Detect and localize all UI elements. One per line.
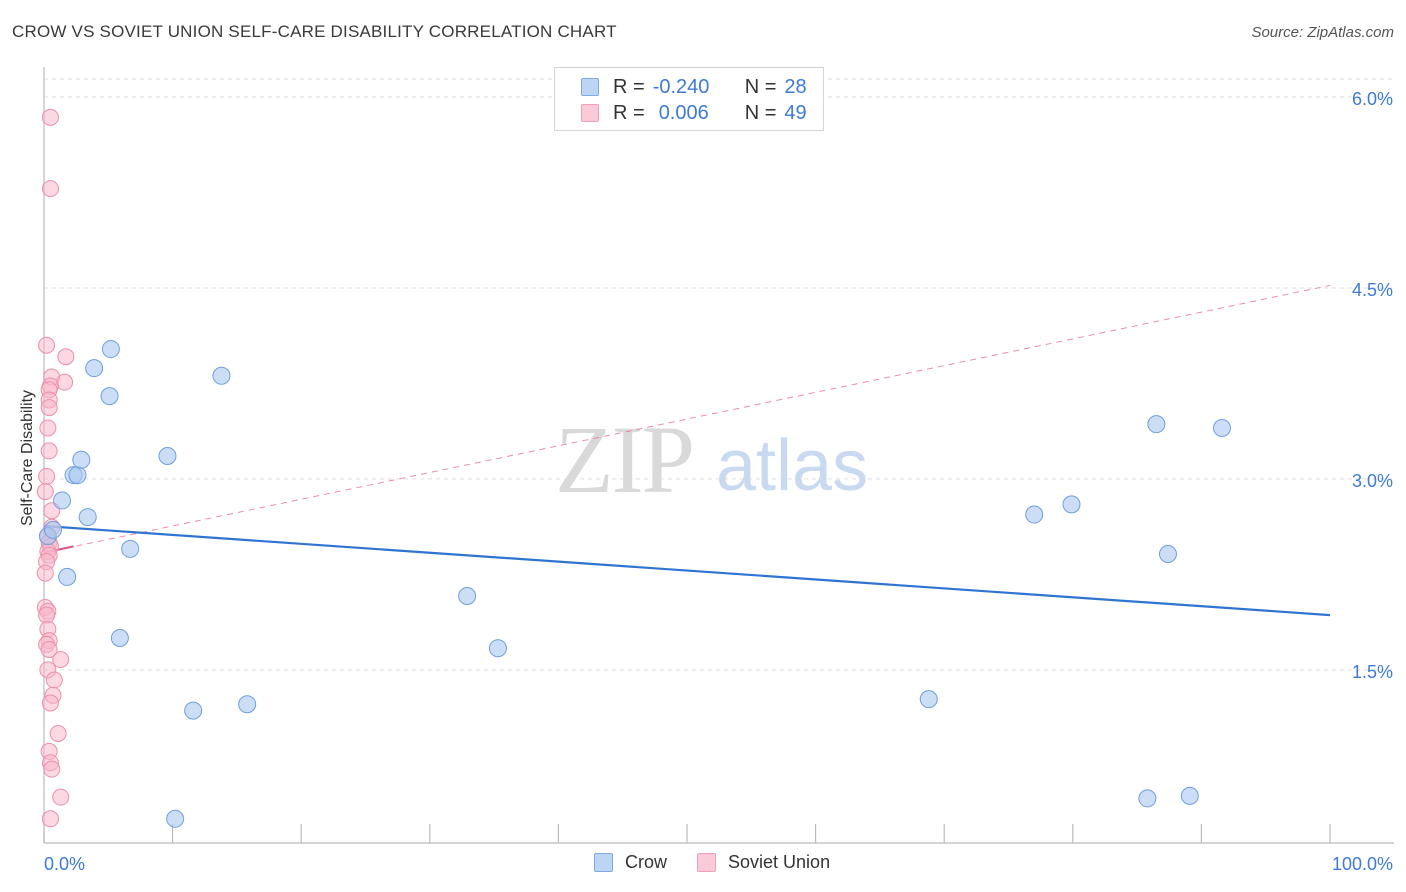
crow-point — [166, 809, 185, 828]
crow-point — [1180, 786, 1199, 805]
y-tick-labels: 1.5% 3.0% 4.5% 6.0% — [1352, 89, 1393, 682]
series-legend: Crow Soviet Union — [594, 852, 860, 873]
crow-point — [68, 466, 87, 485]
legend-row-crow: R = -0.240 N = 28 — [581, 75, 807, 99]
legend-item-soviet: Soviet Union — [697, 852, 830, 873]
soviet-union-point — [39, 419, 57, 437]
soviet-union-point — [38, 606, 56, 624]
crow-swatch — [581, 78, 599, 96]
crow-r-label: R = — [613, 75, 645, 98]
soviet-union-point — [41, 108, 59, 126]
crow-point — [58, 567, 77, 586]
soviet-union-point — [57, 348, 75, 366]
crow-point — [78, 508, 97, 527]
soviet-union-point — [56, 373, 74, 391]
soviet-r-value: 0.006 — [658, 101, 709, 124]
crow-n-label: N = — [744, 75, 777, 98]
crow-point — [458, 587, 477, 606]
soviet-union-point — [40, 442, 58, 460]
legend-soviet-swatch — [697, 853, 717, 872]
grid-lines — [44, 78, 1394, 671]
soviet-union-trend-line — [43, 284, 1331, 554]
crow-point — [1158, 545, 1177, 564]
soviet-swatch — [581, 104, 599, 122]
watermark-atlas: atlas — [716, 426, 868, 506]
legend-crow-swatch — [594, 853, 613, 872]
y-axis-label: Self-Care Disability — [19, 389, 36, 527]
crow-point — [184, 701, 203, 720]
crow-point — [72, 450, 91, 469]
data-points — [36, 108, 1231, 828]
soviet-union-point — [36, 483, 54, 501]
y-tick-label: 4.5% — [1352, 280, 1393, 300]
crow-point — [85, 359, 104, 378]
crow-point — [110, 629, 129, 648]
soviet-union-point — [52, 651, 70, 669]
soviet-r-label: R = — [613, 101, 645, 124]
crow-n-value: 28 — [784, 75, 807, 98]
crow-point — [101, 340, 120, 359]
soviet-union-point — [40, 399, 58, 417]
crow-point — [121, 539, 140, 558]
soviet-union-point — [40, 640, 58, 658]
legend-row-soviet: R = 0.006 N = 49 — [581, 101, 807, 125]
soviet-n-label: N = — [744, 101, 777, 124]
source-label: Source: ZipAtlas.com — [1251, 24, 1394, 41]
soviet-union-point — [41, 694, 59, 712]
soviet-union-point — [45, 671, 63, 689]
soviet-union-point — [38, 467, 56, 485]
crow-point — [44, 520, 63, 539]
y-tick-label: 3.0% — [1352, 471, 1393, 491]
axes — [43, 67, 1394, 844]
crow-point — [488, 639, 507, 658]
crow-point — [1062, 495, 1081, 514]
soviet-union-point — [36, 564, 54, 582]
x-tick-label-max: 100.0% — [1332, 854, 1393, 874]
crow-point — [158, 446, 177, 465]
watermark-zip: ZIP — [555, 406, 693, 513]
crow-point — [919, 690, 938, 709]
crow-point — [1212, 418, 1231, 437]
stats-legend: R = -0.240 N = 28 R = 0.006 N = 49 — [554, 67, 824, 131]
crow-point — [100, 387, 119, 406]
soviet-union-point — [41, 180, 59, 198]
y-tick-label: 6.0% — [1352, 89, 1393, 109]
crow-point — [238, 695, 257, 714]
chart-title: CROW VS SOVIET UNION SELF-CARE DISABILIT… — [12, 22, 617, 41]
soviet-union-point — [52, 788, 70, 806]
crow-trend-line — [43, 524, 1331, 617]
soviet-union-point — [43, 760, 61, 778]
crow-point — [53, 491, 72, 510]
crow-point — [212, 366, 231, 385]
soviet-union-point — [49, 725, 67, 742]
soviet-n-value: 49 — [784, 101, 807, 124]
x-tick-labels: 0.0% 100.0% — [44, 854, 1393, 874]
x-tick-label-min: 0.0% — [44, 854, 85, 874]
legend-soviet-label: Soviet Union — [728, 852, 831, 872]
crow-point — [1147, 415, 1166, 434]
legend-item-crow: Crow — [594, 852, 667, 873]
legend-crow-label: Crow — [625, 852, 668, 872]
crow-r-value: -0.240 — [652, 75, 710, 98]
crow-point — [1025, 505, 1044, 524]
soviet-union-point — [38, 336, 56, 354]
y-tick-label: 1.5% — [1352, 662, 1393, 682]
soviet-union-point — [41, 810, 59, 828]
crow-point — [1138, 789, 1157, 808]
